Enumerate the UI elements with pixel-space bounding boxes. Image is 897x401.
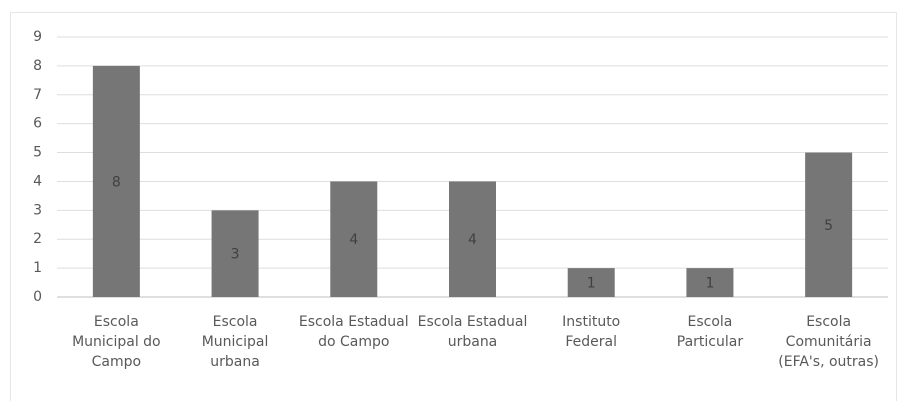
y-tick-label: 3: [33, 202, 42, 218]
bar: [686, 268, 734, 297]
x-tick-label: Escola Particular: [676, 314, 744, 350]
bar: [449, 181, 496, 297]
data-label: 8: [112, 174, 121, 190]
bar: [805, 152, 853, 297]
x-tick-label: Escola Estadual urbana: [417, 314, 528, 350]
x-tick-label: Escola Municipal urbana: [201, 314, 269, 370]
bar: [211, 210, 259, 297]
y-tick-label: 2: [33, 231, 42, 247]
x-tick-label: Escola Municipal do Campo: [72, 314, 161, 370]
data-label: 5: [824, 218, 833, 234]
bar: [330, 181, 378, 297]
y-tick-label: 5: [33, 145, 42, 161]
y-tick-label: 7: [33, 87, 42, 103]
x-tick-label: Escola Estadual do Campo: [298, 314, 409, 350]
bar: [92, 65, 140, 297]
y-tick-label: 4: [33, 173, 42, 189]
data-label: 1: [587, 276, 596, 292]
bar: [567, 268, 615, 297]
data-label: 1: [705, 276, 714, 292]
data-label: 3: [231, 247, 240, 263]
y-tick-label: 9: [33, 29, 42, 45]
y-tick-label: 0: [33, 289, 42, 305]
x-tick-label: Escola Comunitária (EFA's, outras): [778, 314, 879, 370]
x-tick-label: Instituto Federal: [562, 314, 621, 350]
data-label: 4: [349, 232, 358, 248]
y-tick-label: 6: [33, 116, 42, 132]
data-label: 4: [468, 232, 477, 248]
y-tick-label: 8: [33, 58, 42, 74]
y-tick-label: 1: [33, 260, 42, 276]
